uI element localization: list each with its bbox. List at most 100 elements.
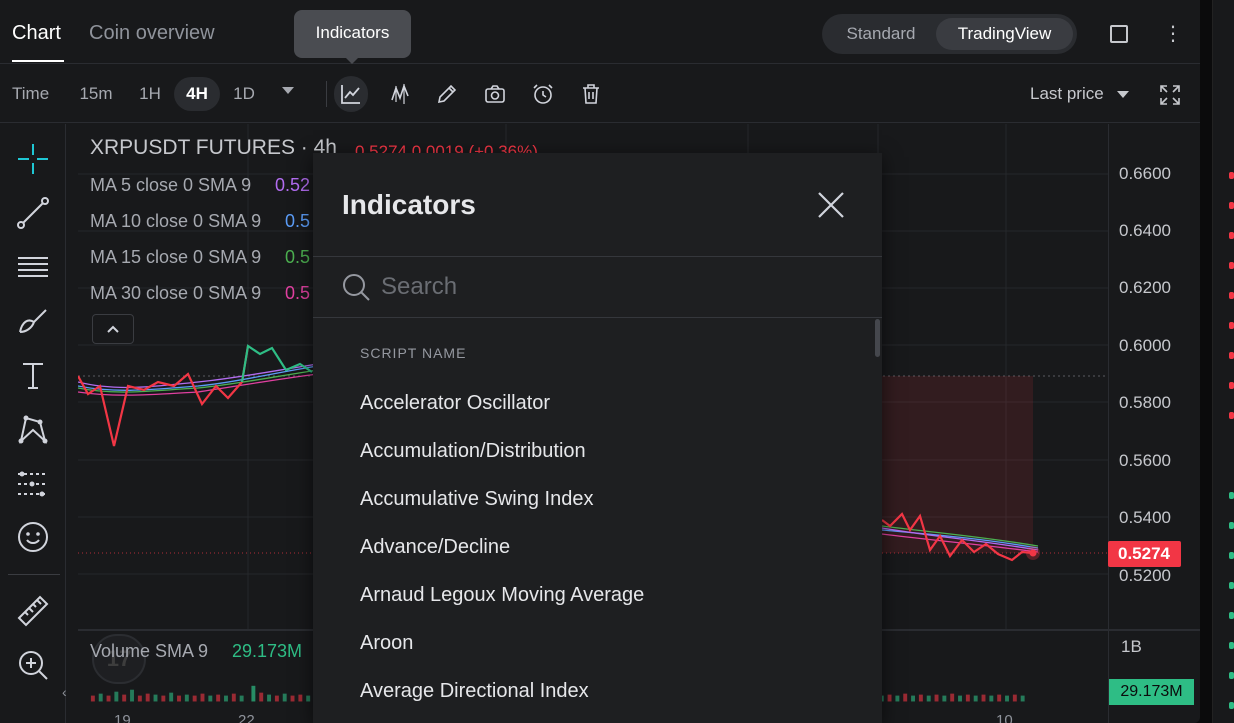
interval-15m[interactable]: 15m	[79, 84, 113, 103]
trading-app: Chart Coin overview Standard TradingView…	[0, 0, 1200, 723]
measure-tool[interactable]	[12, 590, 54, 632]
ma10-value: 0.5	[285, 211, 311, 231]
screenshot-button[interactable]	[478, 76, 512, 112]
volume-scale-tick: 1B	[1121, 637, 1142, 656]
ma15-legend[interactable]: MA 15 close 0 SMA 9	[90, 247, 262, 267]
camera-icon	[485, 85, 505, 103]
brush-icon	[19, 309, 47, 333]
indicator-list-item[interactable]: Accelerator Oscillator	[360, 392, 551, 414]
tooltip-arrow	[345, 57, 359, 64]
volume-bars	[90, 685, 1025, 702]
interval-1d[interactable]: 1D	[233, 84, 255, 103]
collapse-arrow-icon[interactable]: ‹	[62, 684, 67, 700]
ma5-value: 0.52	[275, 175, 311, 195]
orderbook-row-marker	[1229, 232, 1234, 239]
brush-tool[interactable]	[12, 300, 54, 342]
text-tool[interactable]	[12, 354, 54, 396]
view-standard-button[interactable]: Standard	[846, 24, 916, 43]
price-tick: 0.6600	[1119, 164, 1171, 183]
last-price-marker	[1029, 549, 1037, 557]
time-label: Time	[12, 84, 50, 103]
orderbook-row-marker	[1229, 582, 1234, 589]
delete-drawings-button[interactable]	[574, 76, 608, 112]
indicator-list-item[interactable]: Accumulation/Distribution	[360, 440, 586, 462]
price-tick: 0.5400	[1119, 508, 1171, 527]
last-price-tag: 0.5274	[1108, 541, 1181, 567]
crosshair-icon	[18, 144, 48, 174]
draw-button[interactable]	[430, 76, 464, 112]
tab-chart[interactable]: Chart	[12, 22, 61, 44]
legend-collapse-button[interactable]	[92, 314, 134, 344]
ma-lines-left	[78, 363, 319, 396]
orderbook-row-marker	[1229, 382, 1234, 389]
price-tick: 0.6000	[1119, 336, 1171, 355]
fullscreen-icon[interactable]	[1158, 83, 1182, 107]
ma30-legend[interactable]: MA 30 close 0 SMA 9	[90, 283, 262, 303]
interval-1h[interactable]: 1H	[139, 84, 161, 103]
trash-icon	[583, 84, 599, 104]
price-type-select[interactable]: Last price	[1030, 84, 1104, 103]
script-name-header: SCRIPT NAME	[360, 345, 467, 361]
alarm-clock-icon	[533, 84, 553, 104]
candles-icon	[391, 83, 409, 104]
indicators-button[interactable]	[334, 76, 368, 112]
indicators-dialog: Indicators SCRIPT NAME Accelerator Oscil…	[313, 153, 882, 723]
orderbook-row-marker	[1229, 412, 1234, 419]
interval-dropdown-icon[interactable]	[282, 87, 294, 94]
ma5-legend[interactable]: MA 5 close 0 SMA 9	[90, 175, 252, 195]
tab-coin-overview[interactable]: Coin overview	[89, 22, 215, 44]
price-tick: 0.6400	[1119, 221, 1171, 240]
scrollbar-thumb[interactable]	[875, 319, 880, 357]
trend-line-tool[interactable]	[12, 192, 54, 234]
symbol-legend: XRPUSDT FUTURES · 4h	[90, 136, 337, 159]
horizontal-lines-tool[interactable]	[12, 246, 54, 288]
forecast-icon	[18, 471, 48, 497]
more-options-icon[interactable]: ⋮	[1163, 23, 1183, 45]
ma10-legend[interactable]: MA 10 close 0 SMA 9	[90, 211, 262, 231]
volume-scale[interactable]: 1B 29.173M	[1108, 629, 1200, 723]
indicator-list-item[interactable]: Accumulative Swing Index	[360, 488, 594, 510]
price-scale[interactable]: 0.6600 0.6400 0.6200 0.6000 0.5800 0.560…	[1108, 124, 1200, 629]
orderbook-row-marker	[1229, 322, 1234, 329]
alert-button[interactable]	[526, 76, 560, 112]
volume-legend[interactable]: Volume SMA 9	[90, 641, 209, 661]
pattern-tool[interactable]	[12, 408, 54, 450]
zoom-tool[interactable]	[12, 644, 54, 686]
layout-toggle-button[interactable]	[1100, 18, 1138, 50]
price-tick: 0.5200	[1119, 566, 1171, 585]
short-position-zone	[882, 376, 1033, 553]
search-divider	[313, 317, 882, 318]
orderbook-row-marker	[1229, 522, 1234, 529]
prediction-tool[interactable]	[12, 462, 54, 504]
indicator-list-item[interactable]: Arnaud Legoux Moving Average	[360, 584, 645, 606]
date-tick: 19	[114, 712, 131, 723]
tradingview-logo[interactable]: 17	[92, 634, 146, 684]
chart-view-switch: Standard TradingView	[822, 14, 1077, 54]
top-tab-bar: Chart Coin overview Standard TradingView…	[0, 0, 1200, 64]
search-icon	[343, 274, 370, 301]
crosshair-tool[interactable]	[12, 138, 54, 180]
smiley-icon	[18, 522, 48, 552]
orderbook-row-marker	[1229, 202, 1234, 209]
orderbook-row-marker	[1229, 292, 1234, 299]
indicator-list-item[interactable]: Aroon	[360, 632, 414, 654]
indicator-list-item[interactable]: Advance/Decline	[360, 536, 511, 558]
dialog-title: Indicators	[342, 189, 476, 220]
indicator-list-item[interactable]: Average Directional Index	[360, 680, 589, 702]
close-icon[interactable]	[813, 187, 849, 223]
ma15-value: 0.5	[285, 247, 311, 267]
orderbook-row-marker	[1229, 672, 1234, 679]
price-line-up	[240, 344, 313, 383]
orderbook-row-marker	[1229, 612, 1234, 619]
price-tick: 0.5600	[1119, 451, 1171, 470]
price-line-recent	[881, 512, 1034, 562]
price-tick: 0.5800	[1119, 393, 1171, 412]
strategy-button[interactable]	[383, 76, 417, 112]
drawing-tools-rail: ‹	[0, 124, 67, 723]
indicator-search-input[interactable]	[381, 268, 851, 306]
view-tradingview-button[interactable]: TradingView	[936, 18, 1073, 50]
emoji-tool[interactable]	[12, 516, 54, 558]
interval-4h[interactable]: 4H	[174, 77, 220, 111]
active-tab-indicator	[12, 60, 64, 62]
date-tick: 10	[996, 712, 1013, 723]
